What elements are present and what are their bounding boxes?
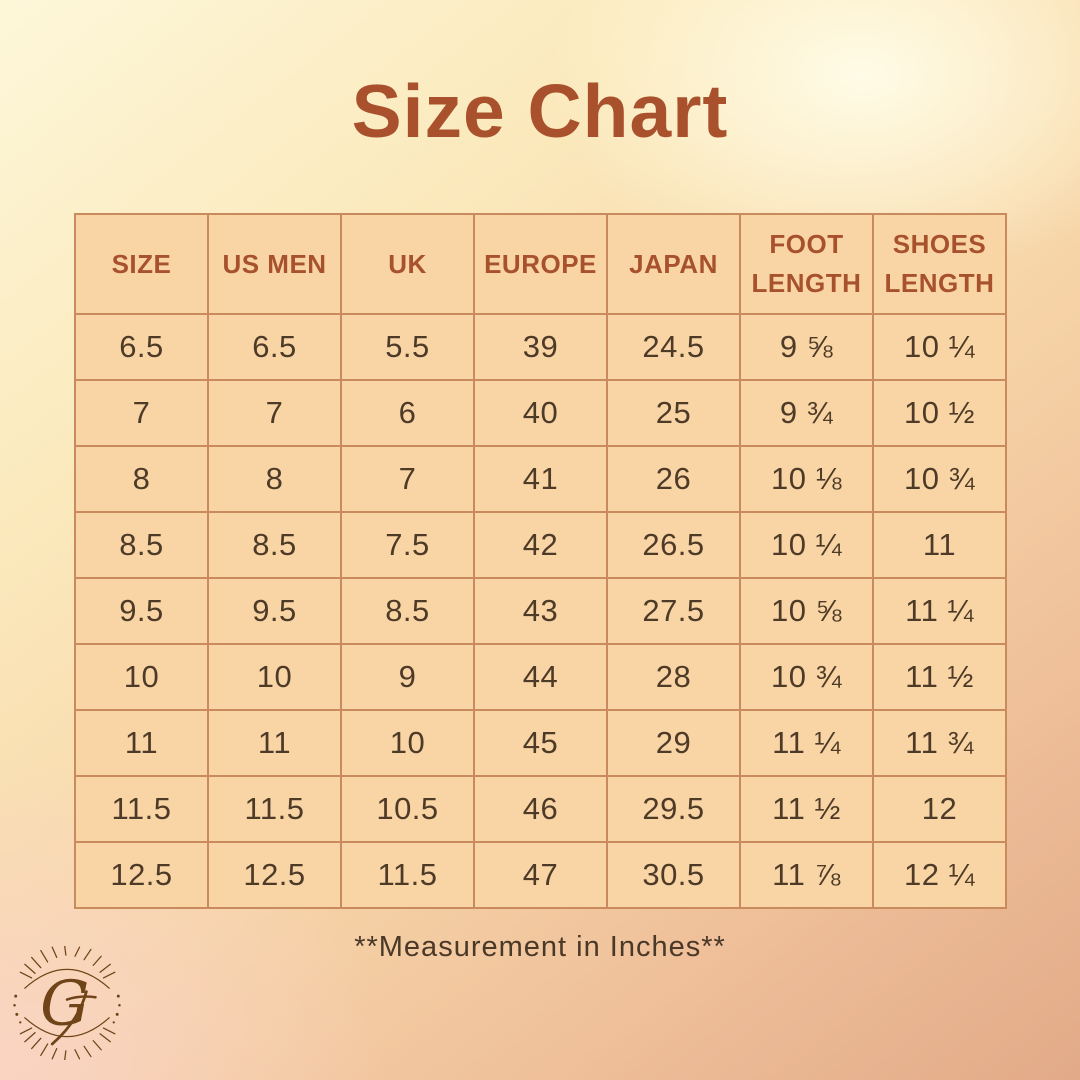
table-cell: 12.5 [209,843,342,909]
table-cell: 9 [342,645,475,711]
column-header: FOOT LENGTH [741,215,874,315]
table-cell: 10 ¼ [741,513,874,579]
table-cell: 10 ¾ [874,447,1007,513]
table-cell: 29 [608,711,741,777]
wreath-dots [13,994,121,1024]
table-cell: 11 ½ [874,645,1007,711]
table-cell: 11 ¾ [874,711,1007,777]
table-cell: 26.5 [608,513,741,579]
table-cell: 10 ¼ [874,315,1007,381]
table-cell: 12 ¼ [874,843,1007,909]
table-cell: 9.5 [209,579,342,645]
table-cell: 6.5 [209,315,342,381]
table-cell: 10 [76,645,209,711]
table-cell: 42 [475,513,608,579]
table-cell: 6 [342,381,475,447]
table-cell: 11 ¼ [741,711,874,777]
table-cell: 9.5 [76,579,209,645]
table-cell: 41 [475,447,608,513]
column-header: US MEN [209,215,342,315]
table-cell: 7.5 [342,513,475,579]
table-cell: 10.5 [342,777,475,843]
table-cell: 46 [475,777,608,843]
table-cell: 11 ½ [741,777,874,843]
table-cell: 12 [874,777,1007,843]
column-header: SHOES LENGTH [874,215,1007,315]
table-cell: 11.5 [209,777,342,843]
column-header: EUROPE [475,215,608,315]
table-cell: 8 [209,447,342,513]
table-cell: 26 [608,447,741,513]
size-table: SIZE US MEN UK EUROPE JAPAN FOOT LENGTH SHOES … [74,213,1007,909]
table-cell: 43 [475,579,608,645]
column-header: JAPAN [608,215,741,315]
table-cell: 10 ⅛ [741,447,874,513]
table-cell: 8.5 [342,579,475,645]
table-cell: 7 [209,381,342,447]
table-cell: 11 [874,513,1007,579]
table-cell: 29.5 [608,777,741,843]
table-cell: 8.5 [76,513,209,579]
table-cell: 11 ⅞ [741,843,874,909]
leaf-wreath-icon [19,946,116,1060]
table-cell: 27.5 [608,579,741,645]
table-cell: 11 [209,711,342,777]
table-cell: 9 ⅝ [741,315,874,381]
table-cell: 47 [475,843,608,909]
table-cell: 8.5 [209,513,342,579]
table-cell: 8 [76,447,209,513]
table-cell: 10 ½ [874,381,1007,447]
table-cell: 39 [475,315,608,381]
table-cell: 10 ⅝ [741,579,874,645]
table-cell: 7 [342,447,475,513]
table-cell: 25 [608,381,741,447]
table-cell: 30.5 [608,843,741,909]
column-header: SIZE [76,215,209,315]
table-cell: 10 ¾ [741,645,874,711]
table-cell: 28 [608,645,741,711]
table-cell: 7 [76,381,209,447]
column-header: UK [342,215,475,315]
table-cell: 40 [475,381,608,447]
table-cell: 10 [342,711,475,777]
table-cell: 12.5 [76,843,209,909]
measurement-footnote: **Measurement in Inches** [354,931,726,963]
page-title: Size Chart [351,69,729,153]
table-cell: 6.5 [76,315,209,381]
brand-logo: G [13,946,121,1060]
table-cell: 11 ¼ [874,579,1007,645]
table-cell: 44 [475,645,608,711]
table-cell: 45 [475,711,608,777]
table-cell: 10 [209,645,342,711]
table-cell: 11.5 [342,843,475,909]
table-cell: 5.5 [342,315,475,381]
table-cell: 11 [76,711,209,777]
table-cell: 11.5 [76,777,209,843]
table-cell: 9 ¾ [741,381,874,447]
monogram-crossbar [65,995,97,1001]
table-cell: 24.5 [608,315,741,381]
